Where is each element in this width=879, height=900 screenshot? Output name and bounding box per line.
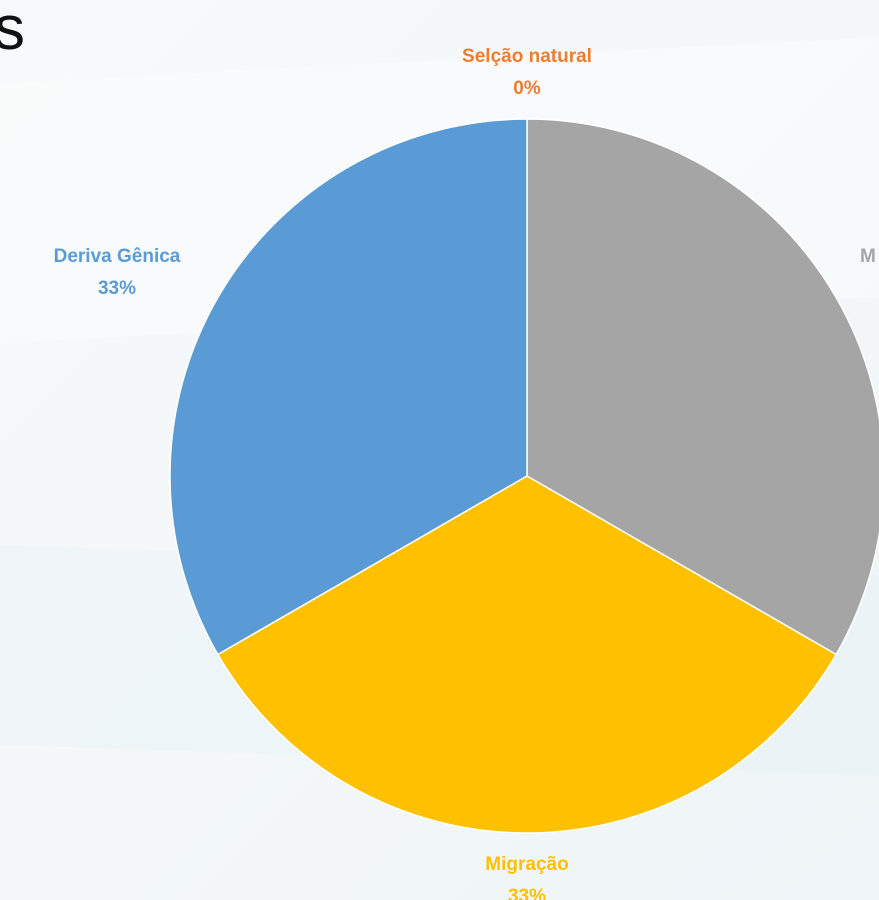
pie-slices xyxy=(169,118,879,834)
data-label-category-migracao: Migração xyxy=(485,854,568,875)
data-label-percent-deriva-genica: 33% xyxy=(98,278,136,299)
slide-title-fragment: s xyxy=(0,0,25,63)
pie-slice-mutacao xyxy=(526,118,879,656)
data-label-percent-migracao: 33% xyxy=(508,886,546,900)
data-label-category-mutacao: M xyxy=(860,246,876,267)
data-label-percent-selcao-natural: 0% xyxy=(513,78,541,99)
pie-data-labels: Selção natural 0% M Migração 33% Deriva Gênic… xyxy=(54,46,876,900)
pie-slice-deriva-genica xyxy=(169,118,528,656)
data-label-category-selcao-natural: Selção natural xyxy=(462,46,592,67)
data-label-category-deriva-genica: Deriva Gênica xyxy=(54,246,181,267)
